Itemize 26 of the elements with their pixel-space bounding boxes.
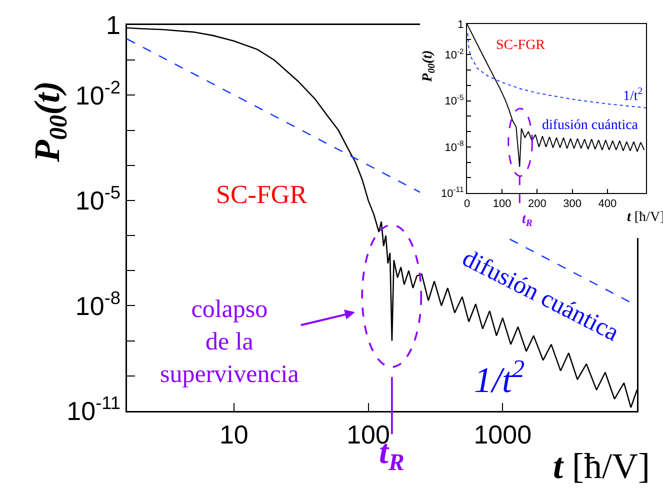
ref-line-label: t$_{R}$: [522, 212, 533, 229]
x-axis-title: t [ħ/V]: [553, 446, 650, 486]
x-tick-label: 300: [563, 198, 582, 210]
x-tick-label: 10: [219, 420, 248, 450]
annotation: colapso de la supervivencia: [160, 296, 299, 388]
x-tick-label: 400: [598, 198, 617, 210]
y-tick-label: 10$^{-2}$: [444, 46, 464, 62]
y-tick-label: 10$^{-8}$: [444, 139, 464, 154]
x-tick-label: 100: [492, 198, 512, 210]
y-tick-label: 10$^{-11}$: [66, 393, 120, 426]
annotation: SC-FGR: [216, 180, 308, 209]
annotation: SC-FGR: [496, 38, 546, 53]
y-tick-label: 10$^{-2}$: [75, 77, 120, 110]
y-tick-label: 10$^{-8}$: [75, 288, 120, 321]
y-tick-label: 1: [458, 18, 464, 31]
annotation: 1/t$^{2}$: [474, 356, 526, 400]
x-tick-label: 200: [528, 198, 546, 210]
line-series: [467, 32, 646, 108]
annotation: difusión cuántica: [542, 118, 639, 133]
y-tick-label: 10$^{-5}$: [75, 182, 120, 216]
x-tick-label: 0: [464, 198, 470, 210]
y-tick-label: 10$^{-5}$: [444, 93, 464, 108]
x-tick-label: 1000: [474, 420, 532, 450]
annotation: 1/t$^{2}$: [623, 86, 643, 104]
y-tick-label: 1: [106, 10, 120, 40]
y-tick-label: 10$^{-11}$: [441, 185, 464, 200]
